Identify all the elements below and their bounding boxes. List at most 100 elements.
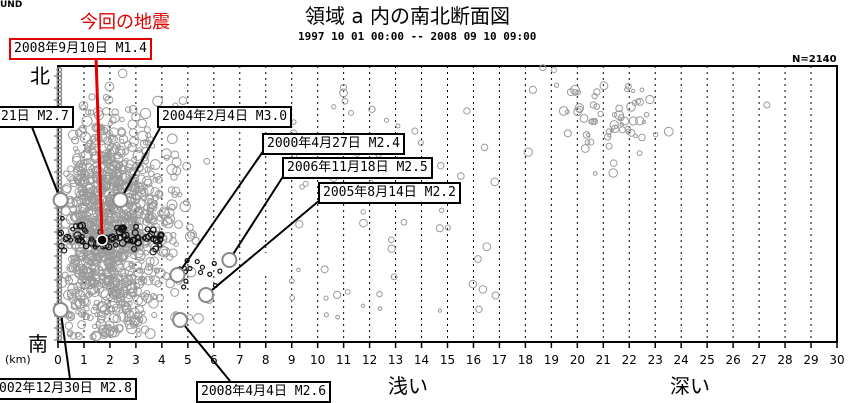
event-point <box>86 314 94 321</box>
event-point <box>144 263 153 271</box>
event-point <box>109 298 120 308</box>
event-point <box>83 229 89 235</box>
event-point <box>90 133 102 145</box>
current-quake-label: 今回の地震 <box>80 12 170 33</box>
event-point <box>130 251 138 259</box>
x-tick-label: 20 <box>570 353 585 367</box>
event-point <box>81 280 87 286</box>
event-point <box>147 230 155 238</box>
event-point <box>83 158 91 166</box>
event-point <box>162 215 172 226</box>
event-point <box>107 134 118 145</box>
event-point <box>70 226 76 232</box>
event-point <box>81 115 93 127</box>
event-point <box>168 203 176 211</box>
event-point <box>119 116 125 123</box>
labeled-event-point <box>198 287 215 303</box>
current-quake-leader <box>94 56 104 241</box>
event-point <box>609 120 619 130</box>
event-point <box>339 88 349 98</box>
event-point <box>78 101 89 111</box>
event-point <box>368 105 376 113</box>
event-point <box>618 126 626 134</box>
event-point <box>132 149 144 161</box>
event-point <box>170 231 177 239</box>
event-point <box>149 226 157 234</box>
event-point <box>187 265 193 271</box>
event-point <box>110 236 116 243</box>
south-label: 南 <box>28 332 48 356</box>
event-point <box>173 241 179 247</box>
event-point <box>131 183 139 191</box>
event-point <box>635 97 644 106</box>
event-point <box>83 305 90 312</box>
leader-line <box>119 127 161 201</box>
event-point <box>74 331 81 338</box>
event-point <box>74 149 80 155</box>
labeled-event-point <box>52 302 69 318</box>
event-point <box>78 252 87 262</box>
event-point <box>331 104 337 110</box>
event-point <box>109 256 116 263</box>
x-tick-label: 18 <box>518 353 533 367</box>
event-point <box>142 140 149 146</box>
x-tick-label: 26 <box>725 353 740 367</box>
event-point <box>79 131 91 143</box>
x-tick-label: 3 <box>132 353 140 367</box>
event-point <box>82 312 91 321</box>
event-point <box>186 314 194 321</box>
event-point <box>118 239 127 247</box>
event-point <box>103 221 110 228</box>
x-tick-label: 9 <box>288 353 296 367</box>
event-point <box>589 101 597 109</box>
event-point <box>107 289 117 298</box>
event-point <box>475 305 483 314</box>
event-point <box>417 139 424 146</box>
event-point <box>97 212 109 224</box>
event-point <box>83 145 91 153</box>
event-point <box>146 198 153 204</box>
annotation-event: 2006年11月18日 M2.5 <box>282 157 433 179</box>
event-point <box>136 147 142 153</box>
event-point <box>151 311 158 319</box>
event-point <box>617 116 623 122</box>
event-point <box>182 161 192 171</box>
event-point <box>112 255 119 262</box>
event-point <box>639 87 645 93</box>
event-point <box>138 315 148 324</box>
event-point <box>123 292 134 303</box>
event-point <box>157 209 164 217</box>
labeled-event-point <box>221 252 238 268</box>
event-point <box>68 262 80 273</box>
event-point <box>96 315 106 324</box>
event-point <box>383 117 390 123</box>
event-point <box>634 98 642 105</box>
event-point <box>63 233 71 242</box>
x-tick-label: 22 <box>622 353 637 367</box>
event-point <box>480 143 489 152</box>
leader-line <box>228 174 285 261</box>
x-tick-label: 29 <box>803 353 818 367</box>
event-point <box>128 105 138 114</box>
event-point <box>93 265 104 276</box>
event-point <box>77 221 87 230</box>
event-point <box>105 195 113 203</box>
event-point <box>638 133 646 142</box>
x-tick-label: 1 <box>80 353 88 367</box>
x-tick-label: 15 <box>440 353 455 367</box>
event-point <box>299 184 305 190</box>
event-point <box>575 89 581 96</box>
event-point <box>96 252 107 263</box>
event-point <box>411 127 419 135</box>
leader-line <box>29 121 62 201</box>
x-tick-label: 30 <box>829 353 844 367</box>
event-point <box>110 286 117 294</box>
event-point <box>92 303 100 311</box>
event-point <box>97 325 107 334</box>
event-point <box>387 236 395 244</box>
event-point <box>106 145 114 152</box>
event-point <box>61 271 69 279</box>
event-point <box>161 148 172 160</box>
event-point <box>149 256 160 266</box>
x-tick-label: 12 <box>362 353 377 367</box>
